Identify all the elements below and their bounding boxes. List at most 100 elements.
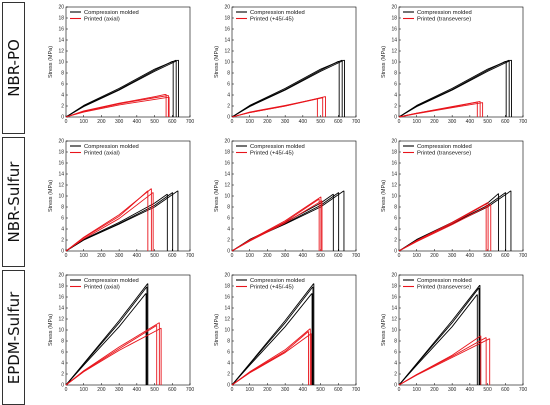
y-axis-title: Stress (MPa) xyxy=(214,314,220,346)
y-tick-label: 14 xyxy=(58,306,64,312)
y-tick-label: 4 xyxy=(394,361,397,367)
stress-strain-chart: 0 100 200 300 400 500 600 700 0 2 4 6 8 10 12 14 16 18 20 S… xyxy=(48,139,194,259)
x-tick-label: 400 xyxy=(299,387,308,393)
compression-molded-curve xyxy=(65,190,179,252)
row-label-epdm-sulfur: EPDM-Sulfur xyxy=(2,270,25,405)
plot-frame xyxy=(65,140,191,252)
x-tick-label: 300 xyxy=(281,387,290,393)
y-axis-title: Stress (MPa) xyxy=(48,46,54,78)
x-tick-label: 500 xyxy=(483,387,492,393)
legend-label: Compression molded xyxy=(84,10,139,16)
y-tick-label: 16 xyxy=(391,161,397,167)
row-label-epdm-sulfur-text: EPDM-Sulfur xyxy=(4,291,23,384)
x-tick-label: 600 xyxy=(501,387,510,393)
compression-molded-curve xyxy=(398,59,512,118)
printed-curve xyxy=(65,322,160,386)
y-tick-label: 4 xyxy=(227,227,230,233)
y-tick-label: 12 xyxy=(391,49,397,55)
x-tick-label: 200 xyxy=(97,253,106,259)
y-tick-label: 0 xyxy=(227,115,230,121)
y-tick-label: 0 xyxy=(61,249,64,255)
x-tick-label: 500 xyxy=(150,387,159,393)
x-tick-label: 0 xyxy=(231,119,234,125)
y-tick-label: 20 xyxy=(391,139,397,145)
x-tick-label: 500 xyxy=(150,253,159,259)
y-tick-label: 12 xyxy=(224,183,230,189)
y-tick-label: 14 xyxy=(224,172,230,178)
x-tick-label: 400 xyxy=(299,253,308,259)
x-tick-label: 700 xyxy=(186,119,195,125)
x-tick-label: 400 xyxy=(133,253,142,259)
y-tick-label: 16 xyxy=(58,27,64,33)
printed-curve xyxy=(65,327,162,386)
y-tick-label: 20 xyxy=(224,273,230,279)
x-tick-label: 100 xyxy=(413,387,422,393)
y-tick-label: 8 xyxy=(61,205,64,211)
x-tick-label: 600 xyxy=(168,387,177,393)
y-tick-label: 14 xyxy=(58,38,64,44)
y-tick-label: 16 xyxy=(391,27,397,33)
y-tick-label: 10 xyxy=(58,328,64,334)
legend-label: Compression molded xyxy=(417,10,472,16)
compression-molded-curve xyxy=(398,59,510,118)
y-tick-label: 10 xyxy=(224,328,230,334)
y-tick-label: 20 xyxy=(58,5,64,11)
y-axis-title: Stress (MPa) xyxy=(381,314,387,346)
y-tick-label: 0 xyxy=(394,383,397,389)
x-tick-label: 400 xyxy=(466,119,475,125)
y-tick-label: 12 xyxy=(391,183,397,189)
y-tick-label: 16 xyxy=(391,295,397,301)
printed-curve xyxy=(231,196,322,252)
y-tick-label: 0 xyxy=(61,115,64,121)
x-tick-label: 0 xyxy=(65,387,68,393)
y-tick-label: 20 xyxy=(58,273,64,279)
x-tick-label: 200 xyxy=(263,253,272,259)
legend-label: Printed (transeverse) xyxy=(417,285,471,291)
compression-molded-curve xyxy=(231,59,345,118)
chart-panel-r2-c2: 0 100 200 300 400 500 600 700 0 2 4 6 8 10 12 14 16 18 20 S… xyxy=(204,137,360,263)
x-tick-label: 0 xyxy=(398,253,401,259)
y-tick-label: 8 xyxy=(227,205,230,211)
y-tick-label: 18 xyxy=(58,150,64,156)
y-tick-label: 18 xyxy=(58,284,64,290)
y-tick-label: 4 xyxy=(394,93,397,99)
x-tick-label: 200 xyxy=(430,253,439,259)
x-tick-label: 0 xyxy=(65,119,68,125)
y-tick-label: 10 xyxy=(224,60,230,66)
y-tick-label: 12 xyxy=(391,317,397,323)
x-tick-label: 300 xyxy=(115,253,124,259)
y-tick-label: 16 xyxy=(58,161,64,167)
x-tick-label: 500 xyxy=(316,387,325,393)
x-tick-label: 0 xyxy=(231,387,234,393)
x-tick-label: 500 xyxy=(150,119,159,125)
y-axis-title: Stress (MPa) xyxy=(381,180,387,212)
legend-label: Compression molded xyxy=(417,144,472,150)
y-tick-label: 4 xyxy=(227,361,230,367)
stress-strain-chart: 0 100 200 300 400 500 600 700 0 2 4 6 8 10 12 14 16 18 20 S… xyxy=(48,5,195,125)
x-tick-label: 600 xyxy=(501,119,510,125)
plot-frame xyxy=(65,274,191,386)
y-tick-label: 18 xyxy=(391,284,397,290)
y-tick-label: 8 xyxy=(61,339,64,345)
x-tick-label: 700 xyxy=(352,119,361,125)
printed-curve xyxy=(65,95,169,118)
compression-molded-curve xyxy=(231,293,313,386)
y-tick-label: 18 xyxy=(391,16,397,22)
legend-label: Compression molded xyxy=(84,278,139,284)
y-tick-label: 0 xyxy=(394,249,397,255)
y-axis-title: Stress (MPa) xyxy=(214,46,220,78)
x-tick-label: 400 xyxy=(466,387,475,393)
printed-curve xyxy=(231,328,311,386)
y-tick-label: 16 xyxy=(224,27,230,33)
row-label-nbr-po-text: NBR-PO xyxy=(4,39,23,97)
row-label-nbr-sulfur: NBR-Sulfur xyxy=(2,137,25,267)
chart-panel-r2-c3: 0 100 200 300 400 500 600 700 0 2 4 6 8 10 12 14 16 18 20 S… xyxy=(371,137,527,263)
y-tick-label: 14 xyxy=(391,38,397,44)
y-tick-label: 12 xyxy=(58,317,64,323)
x-tick-label: 500 xyxy=(316,119,325,125)
y-tick-label: 10 xyxy=(58,60,64,66)
x-tick-label: 100 xyxy=(413,253,422,259)
y-tick-label: 0 xyxy=(227,383,230,389)
y-tick-label: 4 xyxy=(394,227,397,233)
x-tick-label: 200 xyxy=(430,119,439,125)
